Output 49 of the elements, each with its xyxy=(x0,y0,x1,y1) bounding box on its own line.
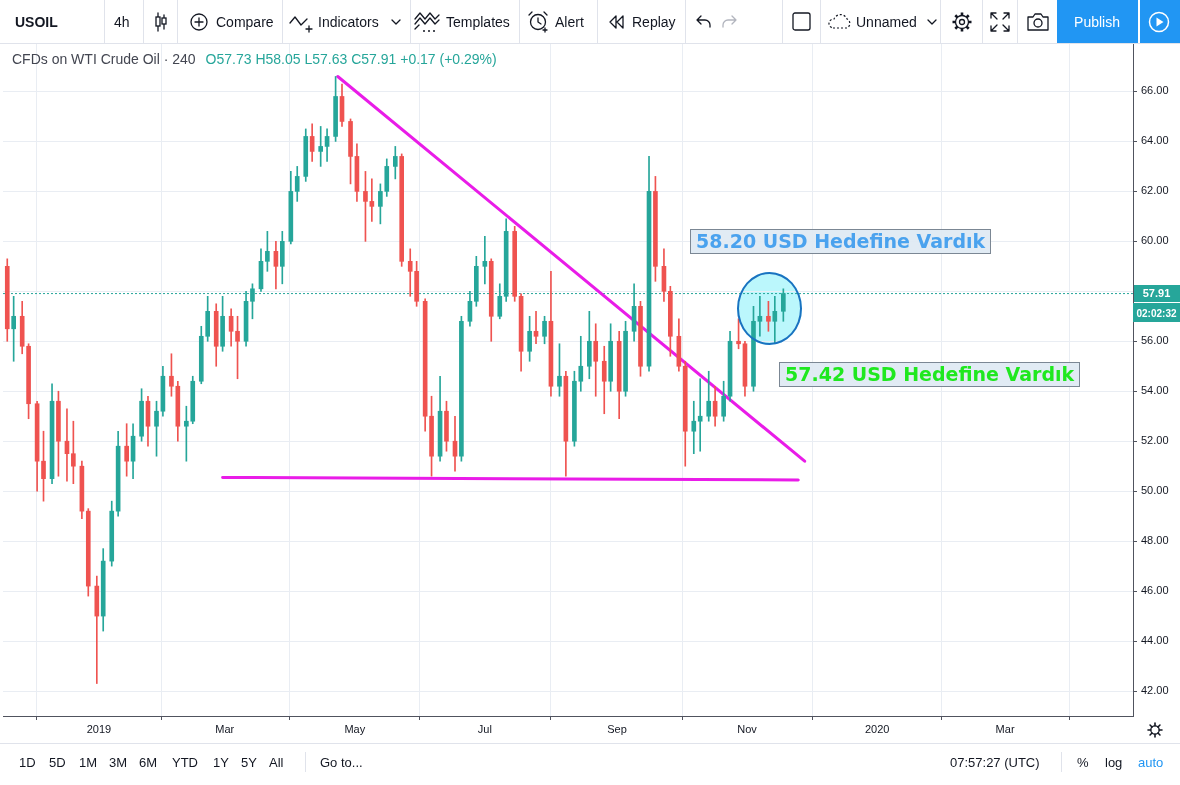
x-tick-label: 2019 xyxy=(86,722,112,735)
x-tick-label: Jul xyxy=(477,722,492,735)
y-tick-label: 56.00 xyxy=(1141,334,1169,347)
text: CFDs on WTI Crude Oil · 240 xyxy=(12,51,196,67)
text: Alert xyxy=(555,14,584,30)
x-tick-label: May xyxy=(344,722,366,735)
y-tick-label: 52.00 xyxy=(1141,434,1169,447)
text: 1D xyxy=(19,755,36,770)
x-tick-label: Mar xyxy=(215,722,235,735)
text: O57.73 H58.05 L57.63 C57.91 +0.17 (+0.29%) xyxy=(205,51,497,67)
text: Indicators xyxy=(318,14,379,30)
callout-box: 57.42 USD Hedefine Vardık xyxy=(779,362,1081,387)
text: USOIL xyxy=(15,14,58,30)
text: All xyxy=(269,755,284,770)
y-tick-label: 54.00 xyxy=(1141,384,1169,397)
y-tick-label: 60.00 xyxy=(1141,234,1169,247)
text: Go to... xyxy=(320,755,363,770)
x-tick-label: Mar xyxy=(995,722,1015,735)
text: % xyxy=(1077,755,1089,770)
text: YTD xyxy=(172,755,198,770)
callout-box: 58.20 USD Hedefine Vardık xyxy=(690,229,992,254)
text: Unnamed xyxy=(856,14,917,30)
text: log xyxy=(1105,755,1123,770)
x-tick-label: Nov xyxy=(737,722,758,735)
y-tick-label: 50.00 xyxy=(1141,484,1169,497)
text: Publish xyxy=(1074,14,1120,30)
text: 1Y xyxy=(213,755,229,770)
text: Compare xyxy=(216,14,274,30)
y-tick-label: 46.00 xyxy=(1141,584,1169,597)
y-tick-label: 66.00 xyxy=(1141,84,1169,97)
y-tick-label: 62.00 xyxy=(1141,184,1169,197)
text: 07:57:27 (UTC) xyxy=(950,755,1040,770)
text: 5D xyxy=(49,755,66,770)
text: 3M xyxy=(109,755,128,770)
y-tick-label: 48.00 xyxy=(1141,534,1169,547)
y-tick-label: 42.00 xyxy=(1141,684,1169,697)
x-tick-label: Sep xyxy=(607,722,627,735)
text: 1M xyxy=(79,755,98,770)
text: auto xyxy=(1138,755,1164,770)
text: 5Y xyxy=(241,755,257,770)
tag-box: 02:02:32 xyxy=(1133,303,1180,322)
y-tick-label: 64.00 xyxy=(1141,134,1169,147)
ref-line-label: 57.91 xyxy=(1142,287,1171,300)
x-tick-label: 2020 xyxy=(864,722,890,735)
text: 4h xyxy=(114,14,130,30)
y-tick-label: 44.00 xyxy=(1141,634,1169,647)
text: Replay xyxy=(632,14,676,30)
text: Templates xyxy=(446,14,510,30)
text: 6M xyxy=(139,755,158,770)
